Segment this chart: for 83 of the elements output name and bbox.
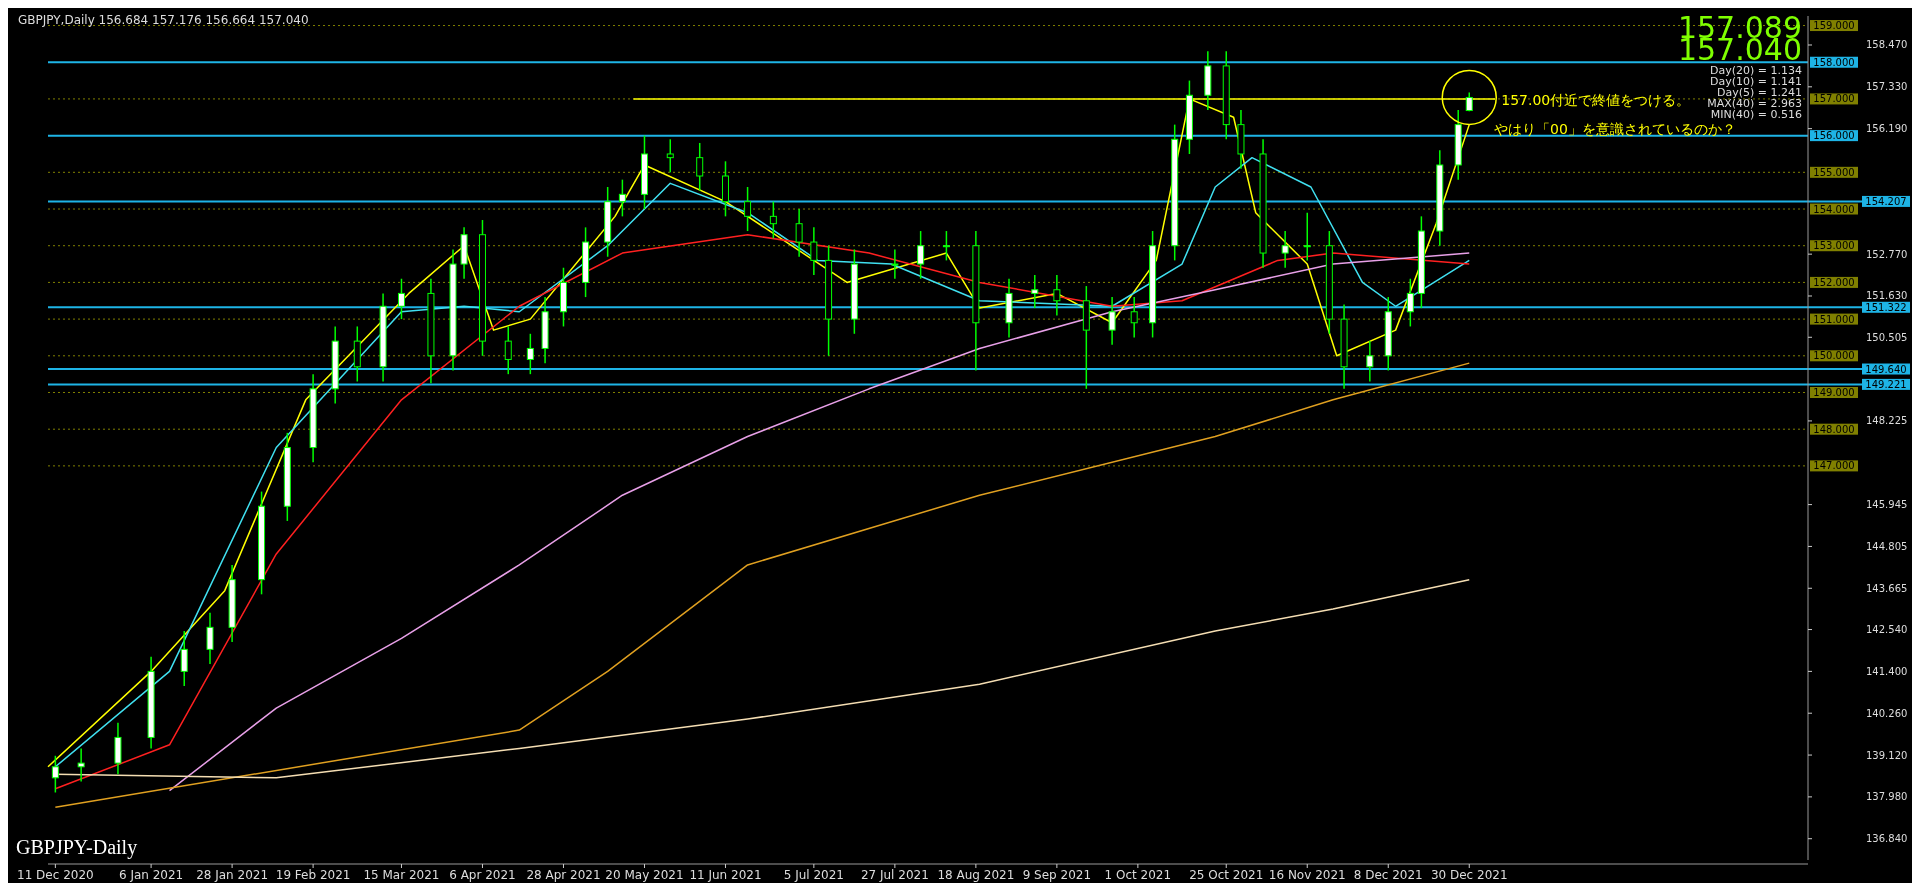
candlestick xyxy=(942,230,950,262)
ref-line-label: 153.000 xyxy=(1813,240,1855,252)
x-tick-label: 5 Jul 2021 xyxy=(783,868,844,882)
x-tick-label: 28 Apr 2021 xyxy=(526,868,601,882)
x-tick-label: 8 Dec 2021 xyxy=(1353,868,1423,882)
candlestick xyxy=(51,755,59,794)
candlestick xyxy=(1281,230,1289,269)
x-tick-label: 27 Jul 2021 xyxy=(860,868,929,882)
y-tick-label: 140.260 xyxy=(1866,707,1908,719)
candlestick xyxy=(696,142,704,192)
ref-line-label: 147.000 xyxy=(1813,460,1855,472)
y-tick-label: 158.470 xyxy=(1866,39,1908,51)
ref-line-label: 154.000 xyxy=(1813,203,1855,215)
y-tick-label: 148.225 xyxy=(1866,415,1908,427)
ref-line-label: 154.207 xyxy=(1865,195,1907,207)
ref-line-label: 159.000 xyxy=(1813,20,1855,32)
annotation: GBPJPY-Daily xyxy=(16,836,138,859)
candlestick xyxy=(397,277,405,320)
x-tick-label: 1 Oct 2021 xyxy=(1104,868,1172,882)
annotation: Day(20) = 1.134 xyxy=(1709,64,1802,77)
y-tick-label: 157.330 xyxy=(1866,81,1908,93)
candlestick xyxy=(666,138,674,174)
y-tick-label: 142.540 xyxy=(1866,624,1908,636)
candlestick xyxy=(180,630,188,687)
y-tick-label: 145.945 xyxy=(1866,499,1908,511)
annotation: MIN(40) = 0.516 xyxy=(1710,108,1802,121)
candlestick xyxy=(1053,274,1061,317)
x-tick-label: 6 Jan 2021 xyxy=(118,868,184,882)
y-tick-label: 150.505 xyxy=(1866,331,1908,343)
x-tick-label: 28 Jan 2021 xyxy=(196,868,269,882)
candlestick xyxy=(77,747,85,783)
candlestick xyxy=(1303,211,1311,262)
candlestick xyxy=(769,200,777,240)
x-tick-label: 18 Aug 2021 xyxy=(937,868,1015,882)
ref-line-label: 151.322 xyxy=(1865,301,1907,313)
ref-line-label: 149.221 xyxy=(1865,378,1907,390)
candlestick xyxy=(891,248,899,280)
candlestick xyxy=(526,333,534,375)
candlestick xyxy=(810,226,818,276)
y-tick-label: 141.400 xyxy=(1866,665,1908,677)
x-tick-label: 19 Feb 2021 xyxy=(275,868,351,882)
ref-line-label: 156.000 xyxy=(1813,130,1855,142)
ref-line-label: 151.000 xyxy=(1813,313,1855,325)
ref-line-label: 150.000 xyxy=(1813,350,1855,362)
ref-line-label: 149.640 xyxy=(1865,363,1907,375)
candlestick xyxy=(917,230,925,280)
y-tick-label: 151.630 xyxy=(1866,290,1908,302)
x-tick-label: 25 Oct 2021 xyxy=(1189,868,1264,882)
ref-line-label: 157.000 xyxy=(1813,93,1855,105)
annotation: やはり「00」を意識されているのか？ xyxy=(1494,121,1736,137)
candlestick xyxy=(1108,296,1116,346)
y-tick-label: 144.805 xyxy=(1866,540,1908,552)
y-tick-label: 139.120 xyxy=(1866,749,1908,761)
ref-line-label: 148.000 xyxy=(1813,423,1855,435)
candlestick xyxy=(1406,277,1414,328)
candlestick xyxy=(206,611,214,665)
candlestick xyxy=(1366,340,1374,383)
x-tick-label: 11 Dec 2020 xyxy=(17,868,94,882)
y-tick-label: 136.840 xyxy=(1866,833,1908,845)
ref-line-label: 152.000 xyxy=(1813,276,1855,288)
x-tick-label: 6 Apr 2021 xyxy=(449,868,516,882)
ref-line-label: 149.000 xyxy=(1813,387,1855,398)
candlestick xyxy=(618,178,626,218)
x-tick-label: 16 Nov 2021 xyxy=(1268,868,1346,882)
line-series xyxy=(54,362,1471,808)
y-tick-label: 152.770 xyxy=(1866,248,1908,260)
ref-line-label: 158.000 xyxy=(1813,56,1855,68)
y-tick-label: 156.190 xyxy=(1866,123,1908,135)
candlestick xyxy=(795,208,803,258)
x-tick-label: 11 Jun 2021 xyxy=(689,868,762,882)
chart-title: GBPJPY,Daily 156.684 157.176 156.664 157.040 xyxy=(18,13,309,27)
annotation: 157.00付近で終値をつける。 xyxy=(1501,91,1691,108)
y-tick-label: 143.665 xyxy=(1866,582,1908,594)
x-tick-label: 9 Sep 2021 xyxy=(1022,868,1092,882)
ref-line-label: 155.000 xyxy=(1813,166,1855,178)
candlestick xyxy=(504,325,512,375)
x-tick-label: 20 May 2021 xyxy=(605,868,684,882)
candlestick xyxy=(744,186,752,232)
candlestick xyxy=(1031,274,1039,309)
x-tick-label: 30 Dec 2021 xyxy=(1430,868,1508,882)
x-tick-label: 15 Mar 2021 xyxy=(363,868,440,882)
candlestick xyxy=(1130,296,1138,339)
y-tick-label: 137.980 xyxy=(1866,791,1908,803)
